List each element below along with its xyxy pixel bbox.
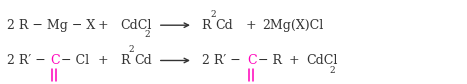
Text: +: + — [98, 19, 109, 32]
Text: CdCl: CdCl — [120, 19, 152, 32]
Text: 2 R′ −: 2 R′ − — [202, 54, 241, 67]
Text: C: C — [50, 54, 60, 67]
Text: Cd: Cd — [215, 19, 233, 32]
Text: − Cl: − Cl — [61, 54, 89, 67]
Text: CdCl: CdCl — [306, 54, 337, 67]
Text: 2: 2 — [210, 10, 216, 19]
Text: C: C — [248, 54, 257, 67]
Text: +: + — [98, 54, 109, 67]
Text: R: R — [120, 54, 130, 67]
Text: Cd: Cd — [134, 54, 152, 67]
Text: 2: 2 — [129, 45, 134, 54]
Text: +: + — [288, 54, 299, 67]
Text: 2 R − Mg − X: 2 R − Mg − X — [7, 19, 95, 32]
Text: 2: 2 — [145, 30, 150, 39]
Text: +: + — [245, 19, 256, 32]
Text: 2: 2 — [330, 66, 335, 75]
Text: − R: − R — [258, 54, 282, 67]
Text: 2 R′ −: 2 R′ − — [7, 54, 46, 67]
Text: R: R — [202, 19, 211, 32]
Text: 2Mg(X)Cl: 2Mg(X)Cl — [262, 19, 324, 32]
